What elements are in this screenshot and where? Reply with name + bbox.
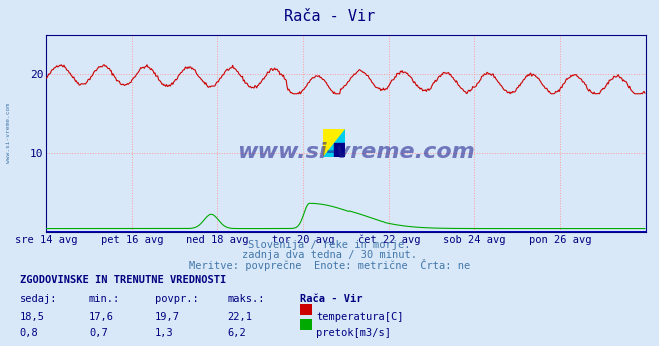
Text: zadnja dva tedna / 30 minut.: zadnja dva tedna / 30 minut. [242,250,417,260]
Text: 18,5: 18,5 [20,312,45,322]
Text: Rača - Vir: Rača - Vir [300,294,362,304]
Text: ZGODOVINSKE IN TRENUTNE VREDNOSTI: ZGODOVINSKE IN TRENUTNE VREDNOSTI [20,275,226,285]
Text: 6,2: 6,2 [227,328,246,338]
Text: www.si-vreme.com: www.si-vreme.com [237,142,475,162]
Text: Rača - Vir: Rača - Vir [284,9,375,24]
Text: 0,8: 0,8 [20,328,38,338]
Text: www.si-vreme.com: www.si-vreme.com [7,103,11,163]
Text: Meritve: povprečne  Enote: metrične  Črta: ne: Meritve: povprečne Enote: metrične Črta:… [189,259,470,271]
Text: 0,7: 0,7 [89,328,107,338]
Polygon shape [323,129,345,157]
Text: min.:: min.: [89,294,120,304]
Polygon shape [323,129,345,157]
Text: 17,6: 17,6 [89,312,114,322]
Text: pretok[m3/s]: pretok[m3/s] [316,328,391,338]
Text: povpr.:: povpr.: [155,294,198,304]
Text: sedaj:: sedaj: [20,294,57,304]
Text: 19,7: 19,7 [155,312,180,322]
Text: Slovenija / reke in morje.: Slovenija / reke in morje. [248,240,411,251]
Text: 1,3: 1,3 [155,328,173,338]
Text: 22,1: 22,1 [227,312,252,322]
Bar [334,143,345,157]
Text: maks.:: maks.: [227,294,265,304]
Text: temperatura[C]: temperatura[C] [316,312,404,322]
